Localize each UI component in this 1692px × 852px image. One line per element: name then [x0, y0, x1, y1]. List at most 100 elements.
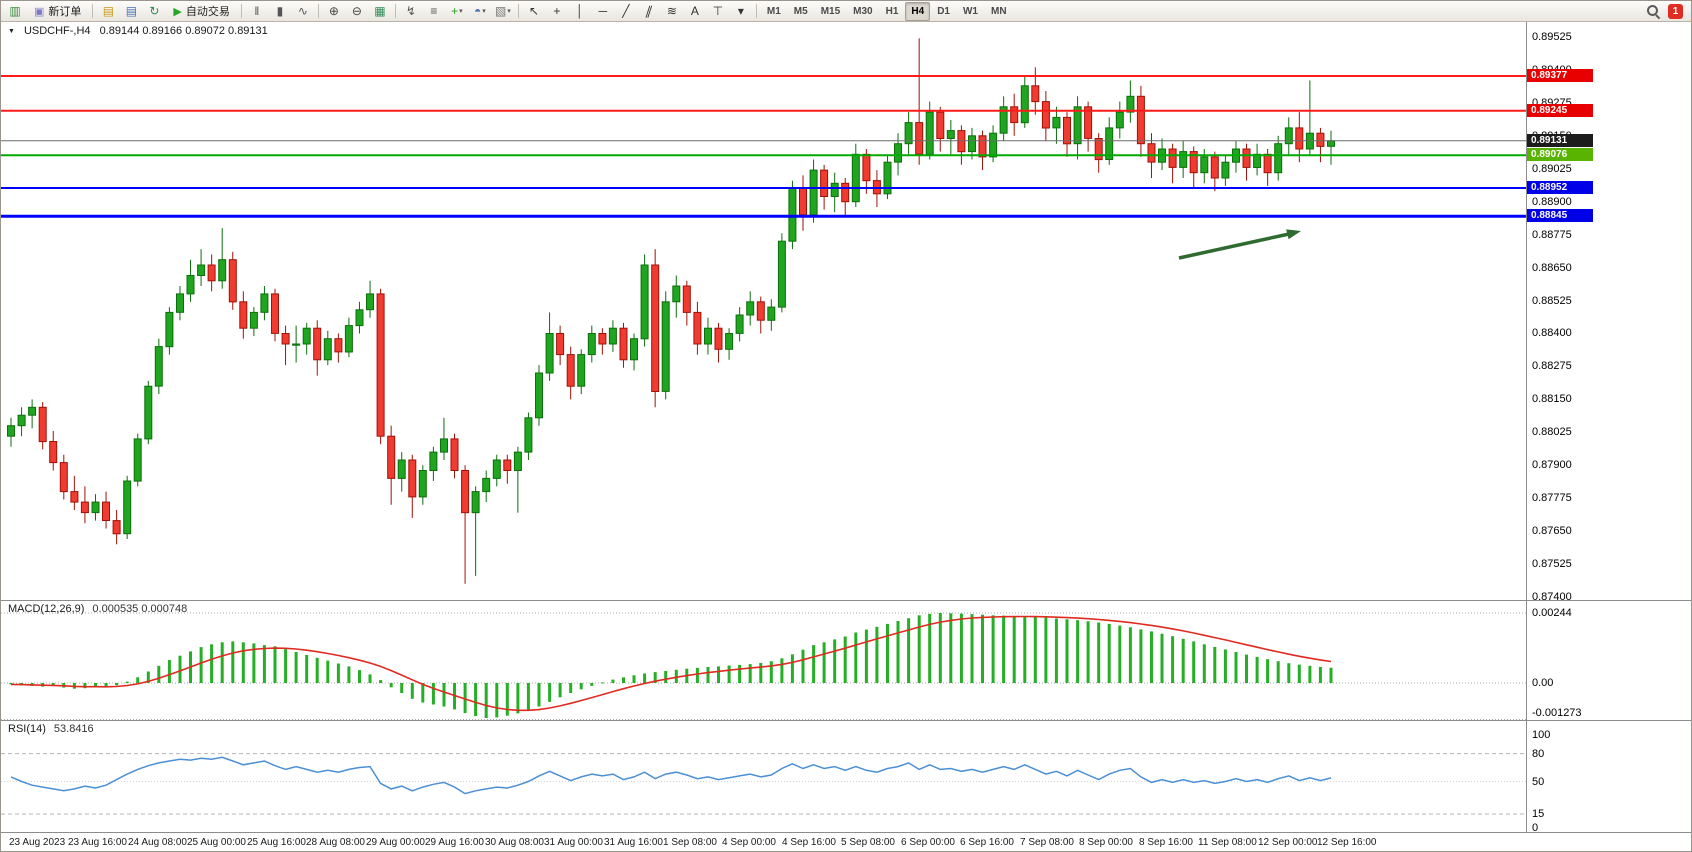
price-scale-label: 0.89525 — [1532, 31, 1572, 43]
horizontal-line-icon: ─ — [598, 4, 608, 18]
candlestick-chart-icon: ▮ — [276, 4, 284, 18]
macd-label: MACD(12,26,9) — [8, 603, 85, 615]
refresh-icon[interactable]: ↻ — [143, 2, 165, 21]
search-icon[interactable] — [1646, 4, 1660, 18]
time-scale-label: 12 Sep 16:00 — [1317, 837, 1377, 848]
timeframe-w1[interactable]: W1 — [962, 5, 978, 17]
add-indicator-icon[interactable]: + ▾ — [446, 2, 468, 21]
toolbar-separator — [317, 4, 319, 18]
horizontal-line-icon[interactable]: ─ — [592, 2, 614, 21]
time-scale-label: 12 Sep 00:00 — [1258, 837, 1318, 848]
symbol-title: USDCHF-,H4 — [23, 25, 91, 37]
toolbar-separator — [394, 4, 396, 18]
time-scale-label: 23 Aug 16:00 — [68, 837, 127, 848]
price-scale-label: 0.88650 — [1532, 262, 1572, 274]
data-window-icon: ▤ — [125, 4, 138, 18]
bar-chart-icon[interactable]: ‖ — [246, 2, 268, 21]
data-window-icon[interactable]: ▤ — [120, 2, 142, 21]
market-watch-icon[interactable]: ▤ — [97, 2, 119, 21]
time-scale-label: 8 Sep 16:00 — [1139, 837, 1193, 848]
shapes-dropdown-icon[interactable]: ▾ — [730, 2, 752, 21]
cursor-icon[interactable]: ↖ — [523, 2, 545, 21]
zoom-out-icon[interactable]: ⊖ — [346, 2, 368, 21]
timeframe-m1[interactable]: M1 — [766, 5, 781, 17]
macd-header: MACD(12,26,9) 0.000535 0.000748 — [8, 603, 187, 615]
macd-pane[interactable] — [1, 612, 1526, 720]
market-watch-icon: ▤ — [102, 4, 115, 18]
time-scale-label: 6 Sep 16:00 — [960, 837, 1014, 848]
timeframe-m30[interactable]: M30 — [853, 5, 873, 17]
tile-windows-icon[interactable]: ▦ — [369, 2, 391, 21]
time-scale-label: 6 Sep 00:00 — [901, 837, 955, 848]
time-axis[interactable]: 23 Aug 2023 23 Aug 16:00 24 Aug 08:00 25 Au… — [1, 832, 1691, 851]
indicators-icon[interactable]: ↯ — [400, 2, 422, 21]
time-scale-label: 4 Sep 00:00 — [722, 837, 776, 848]
time-scale-label: 30 Aug 08:00 — [485, 837, 544, 848]
time-scale-label: 31 Aug 16:00 — [604, 837, 663, 848]
timeframe-d1[interactable]: D1 — [937, 5, 950, 17]
text-icon[interactable]: A — [684, 2, 706, 21]
new-order-button-label: 新订单 — [48, 6, 82, 18]
time-scale-label: 29 Aug 16:00 — [425, 837, 484, 848]
time-scale-label: 8 Sep 00:00 — [1079, 837, 1133, 848]
pane-divider-rsi[interactable] — [1, 716, 1691, 723]
timeframe-mn[interactable]: MN — [990, 5, 1007, 17]
dropdown-arrow-icon: ▾ — [482, 7, 486, 15]
indicator-list-icon[interactable]: ≡ — [423, 2, 445, 21]
zoom-out-icon: ⊖ — [351, 4, 362, 18]
line-chart-icon[interactable]: ∿ — [292, 2, 314, 21]
channel-icon[interactable]: ∥ — [638, 2, 660, 21]
current-price-line-badge: 0.89131 — [1527, 134, 1593, 147]
new-chart-icon[interactable]: ▥ — [4, 2, 26, 21]
label-icon: ⊤ — [712, 4, 724, 18]
time-scale-label: 7 Sep 08:00 — [1020, 837, 1074, 848]
period-icon: ◓ — [473, 4, 482, 18]
trend-arrow[interactable] — [1178, 229, 1301, 260]
timeframe-m5[interactable]: M5 — [793, 5, 808, 17]
rsi-value: 53.8416 — [53, 723, 94, 735]
time-scale-label: 24 Aug 08:00 — [128, 837, 187, 848]
vertical-line-icon[interactable]: │ — [569, 2, 591, 21]
macd-signal-line — [10, 615, 1332, 712]
crosshair-icon[interactable]: + — [546, 2, 568, 21]
timeframe-h1[interactable]: H1 — [885, 5, 899, 17]
pane-divider-macd[interactable] — [1, 596, 1691, 603]
trendline-icon[interactable]: ╱ — [615, 2, 637, 21]
line-chart-icon: ∿ — [297, 4, 308, 18]
macd-histogram — [9, 613, 1333, 718]
rsi-scale-label: 100 — [1532, 729, 1551, 741]
ohlc-values: 0.89144 0.89166 0.89072 0.89131 — [99, 25, 268, 37]
cursor-icon: ↖ — [528, 4, 539, 18]
timeframe-m15[interactable]: M15 — [820, 5, 841, 17]
macd-scale-label: -0.001273 — [1532, 707, 1582, 719]
fibonacci-icon[interactable]: ≋ — [661, 2, 683, 21]
zoom-in-icon[interactable]: ⊕ — [323, 2, 345, 21]
price-scale-label: 0.88775 — [1532, 229, 1572, 241]
tile-windows-icon: ▦ — [374, 4, 386, 18]
price-axis[interactable]: 0.895250.894000.892750.891500.890250.889… — [1526, 21, 1691, 834]
label-icon[interactable]: ⊤ — [707, 2, 729, 21]
rsi-pane[interactable] — [1, 753, 1526, 815]
time-scale-label: 1 Sep 08:00 — [663, 837, 717, 848]
vertical-line-icon: │ — [576, 4, 584, 18]
crosshair-icon: + — [553, 4, 561, 18]
price-scale-label: 0.87900 — [1532, 459, 1572, 471]
new-order-button[interactable]: ▣ 新订单 — [27, 2, 88, 21]
add-indicator-icon: + — [451, 4, 459, 18]
auto-trading-button[interactable]: ▶ 自动交易 — [166, 2, 236, 21]
time-scale-label: 4 Sep 16:00 — [782, 837, 836, 848]
bar-chart-icon: ‖ — [254, 4, 260, 18]
fibonacci-icon: ≋ — [666, 4, 677, 18]
candlestick-chart-icon[interactable]: ▮ — [269, 2, 291, 21]
period-icon[interactable]: ◓ ▾ — [469, 2, 491, 21]
support-line-blue-2-badge: 0.88845 — [1527, 209, 1593, 222]
notification-badge[interactable]: 1 — [1668, 3, 1683, 19]
collapse-icon[interactable]: ▼ — [8, 27, 15, 35]
template-icon[interactable]: ▧ ▾ — [492, 2, 514, 21]
price-scale-label: 0.88150 — [1532, 393, 1572, 405]
trendline-icon: ╱ — [622, 4, 630, 18]
timeframe-h4[interactable]: H4 — [905, 1, 931, 21]
price-scale-label: 0.88025 — [1532, 426, 1572, 438]
